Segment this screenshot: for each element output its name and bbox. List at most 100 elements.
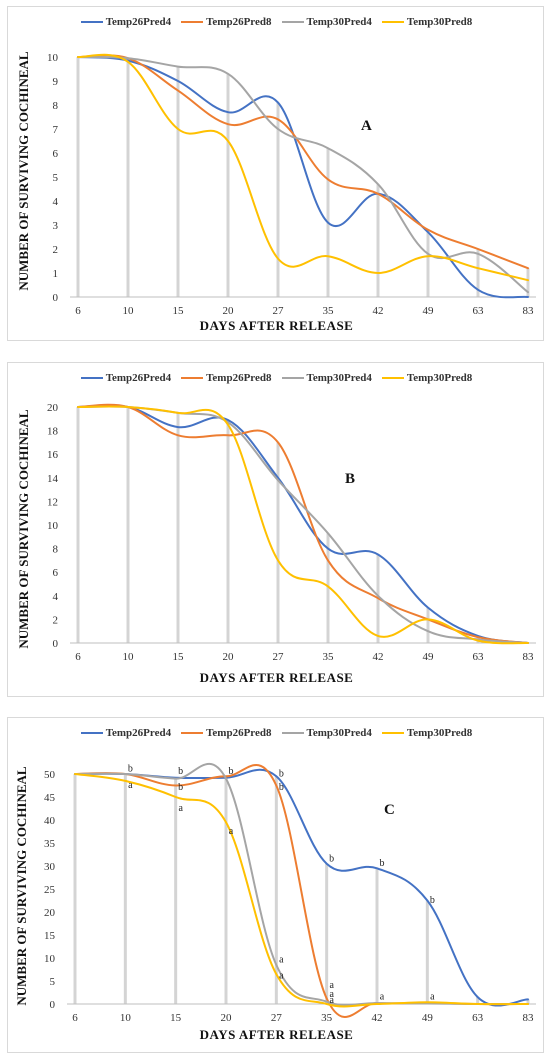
legend-label: Temp26Pred4 (105, 727, 172, 739)
annotation-label: a (178, 803, 183, 814)
legend-item: Temp30Pred4 (281, 368, 372, 388)
x-axis-label: DAYS AFTER RELEASE (199, 1027, 354, 1042)
x-tick-label: 63 (473, 305, 485, 317)
panel-letter: B (345, 471, 356, 487)
y-tick-label: 8 (53, 100, 59, 112)
series-line-temp30pred4 (77, 405, 529, 644)
x-tick-label: 27 (273, 651, 285, 663)
legend-item: Temp26Pred4 (80, 723, 172, 743)
y-tick-label: 10 (47, 52, 59, 64)
x-tick-label: 20 (223, 651, 235, 663)
y-tick-label: 9 (53, 76, 59, 88)
y-axis-label: NUMBER OF SURVIVING COCHINEAL (16, 409, 31, 649)
annotation-label: b (380, 858, 385, 869)
x-tick-label: 83 (523, 1012, 535, 1024)
legend-swatch (181, 732, 204, 734)
y-tick-label: 45 (44, 792, 56, 804)
x-tick-label: 63 (472, 1012, 484, 1024)
annotation-label: a (128, 780, 133, 791)
y-tick-label: 0 (53, 292, 59, 304)
y-axis-label: NUMBER OF SURVIVING COCHINEAL (16, 51, 31, 291)
legend-label: Temp26Pred8 (206, 372, 272, 384)
y-tick-label: 5 (53, 172, 59, 184)
annotation-label: a (329, 995, 334, 1006)
annotation-label: a (329, 980, 334, 991)
series-line-temp26pred8 (74, 763, 529, 1018)
y-tick-label: 12 (47, 496, 58, 508)
series-line-temp26pred4 (77, 404, 529, 644)
y-tick-label: 7 (53, 124, 59, 136)
x-tick-label: 83 (523, 651, 535, 663)
legend: Temp26Pred4 Temp26Pred8 Temp30Pred4 Temp… (8, 12, 545, 32)
y-tick-label: 3 (53, 220, 59, 232)
legend-swatch (281, 732, 304, 734)
series-line-temp26pred4 (77, 56, 529, 299)
y-tick-label: 10 (44, 953, 56, 965)
legend-item: Temp30Pred8 (381, 723, 473, 743)
legend-label: Temp30Pred8 (406, 372, 473, 384)
x-tick-label: 15 (170, 1012, 182, 1024)
legend: Temp26Pred4 Temp26Pred8 Temp30Pred4 Temp… (8, 368, 545, 388)
series-line-temp26pred8 (77, 54, 529, 270)
legend-swatch (381, 377, 404, 379)
x-axis-label: DAYS AFTER RELEASE (199, 318, 354, 333)
legend-swatch (281, 377, 304, 379)
x-tick-label: 35 (323, 305, 335, 317)
annotation-label: b (178, 766, 183, 777)
x-tick-label: 63 (473, 651, 485, 663)
y-tick-label: 1 (53, 268, 59, 280)
y-tick-label: 20 (44, 907, 56, 919)
x-tick-label: 20 (221, 1012, 233, 1024)
legend-item: Temp26Pred8 (181, 368, 272, 388)
legend-item: Temp26Pred4 (80, 12, 172, 32)
series-line-temp30pred4 (77, 56, 529, 294)
annotation-label: a (229, 826, 234, 837)
legend-label: Temp26Pred8 (206, 16, 272, 28)
series-line-temp30pred8 (77, 405, 529, 645)
y-tick-label: 6 (53, 148, 59, 160)
series-line-temp30pred8 (77, 53, 529, 282)
x-tick-label: 27 (271, 1012, 283, 1024)
annotation-label: b (229, 766, 234, 777)
annotation-label: b (128, 764, 133, 775)
legend-item: Temp30Pred4 (281, 12, 372, 32)
panel-letter: A (361, 118, 372, 134)
legend-swatch (80, 732, 103, 734)
x-tick-label: 6 (72, 1012, 78, 1024)
legend-label: Temp26Pred8 (206, 727, 272, 739)
x-tick-label: 49 (422, 1012, 434, 1024)
y-axis-label: NUMBER OF SURVIVING COCHINEAL (14, 766, 29, 1006)
y-tick-label: 0 (50, 999, 56, 1011)
x-tick-label: 42 (372, 1012, 383, 1024)
x-tick-label: 15 (173, 305, 185, 317)
annotation-label: b (430, 895, 435, 906)
legend-label: Temp30Pred4 (306, 727, 372, 739)
y-tick-label: 40 (44, 815, 56, 827)
x-tick-label: 10 (123, 305, 135, 317)
plot-area: 0 1 2 3 4 5 6 7 8 9 10 6 10 15 20 27 35 42 49 63 83 (47, 52, 536, 317)
chart-panel-b: Temp26Pred4 Temp26Pred8 Temp30Pred4 Temp… (7, 362, 544, 697)
plot-area: 0 5 10 15 20 25 30 35 40 45 50 6 10 15 20 27 35 42 49 63 83 b… (44, 762, 536, 1024)
chart-panel-c: Temp26Pred4 Temp26Pred8 Temp30Pred4 Temp… (7, 717, 544, 1053)
y-tick-label: 20 (47, 402, 59, 414)
x-tick-label: 6 (75, 651, 81, 663)
series-line-temp26pred8 (77, 403, 529, 644)
legend-item: Temp30Pred8 (381, 12, 472, 32)
legend-item: Temp26Pred8 (181, 723, 272, 743)
legend-label: Temp26Pred4 (105, 372, 172, 384)
annotation-label: a (279, 955, 284, 966)
series-line-temp30pred4 (74, 762, 529, 1007)
y-tick-label: 4 (53, 591, 59, 603)
annotation-label: a (329, 989, 334, 1000)
x-axis-label: DAYS AFTER RELEASE (199, 670, 354, 685)
y-tick-label: 8 (53, 544, 59, 556)
x-tick-label: 27 (273, 305, 285, 317)
legend-label: Temp26Pred4 (105, 16, 172, 28)
annotation-label: a (279, 971, 284, 982)
legend-item: Temp30Pred8 (381, 368, 473, 388)
legend: Temp26Pred4 Temp26Pred8 Temp30Pred4 Temp… (8, 723, 545, 743)
annotation-label: b (329, 853, 334, 864)
legend-label: Temp30Pred8 (406, 727, 473, 739)
y-tick-label: 35 (44, 838, 56, 850)
annotation-label: b (178, 782, 183, 793)
